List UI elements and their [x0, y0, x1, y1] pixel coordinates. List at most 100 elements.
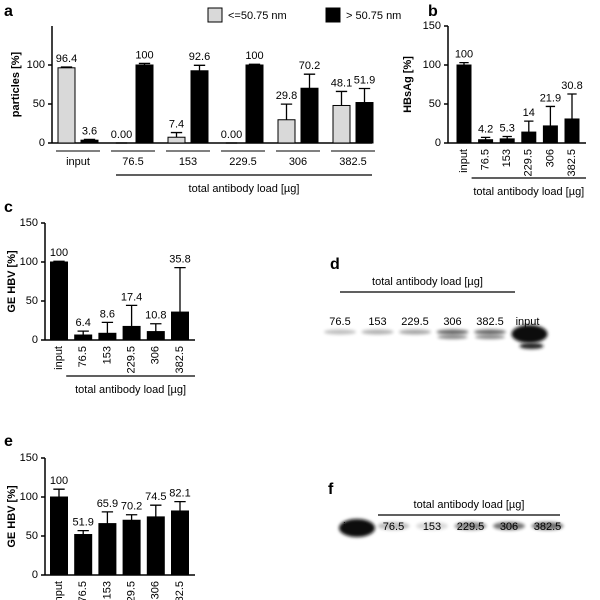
value-label: 30.8 — [561, 80, 582, 92]
value-label: 51.9 — [354, 74, 375, 86]
error-bar — [138, 62, 151, 65]
blot-band — [475, 335, 505, 339]
value-label: 21.9 — [540, 92, 561, 104]
value-label: 70.2 — [299, 60, 320, 72]
legend-swatch — [207, 7, 223, 23]
error-bar — [53, 260, 65, 262]
value-label: 100 — [135, 49, 153, 61]
error-bar — [280, 103, 293, 120]
value-label: 82.1 — [169, 488, 190, 500]
value-label: 14 — [523, 107, 535, 119]
error-bar — [174, 266, 186, 313]
error-bar — [77, 529, 89, 535]
legend-label: <=50.75 nm — [228, 10, 287, 22]
error-bar — [125, 514, 138, 521]
x-tick-label: 229.5 — [229, 156, 257, 168]
x-tick-label: 76.5 — [77, 581, 89, 600]
x-tick-label: 229.5 — [126, 346, 138, 374]
error-bar — [502, 135, 512, 139]
error-bar — [101, 321, 114, 334]
x-tick-label: 153 — [101, 581, 113, 599]
error-bar — [459, 62, 469, 65]
bar — [135, 64, 154, 144]
x-axis-label: total antibody load [µg] — [75, 384, 186, 396]
y-tick-label: 50 — [429, 98, 441, 110]
value-label: 35.8 — [169, 254, 190, 266]
value-label: 100 — [245, 50, 263, 62]
x-tick-label: 153 — [101, 346, 113, 364]
lane-label: input — [516, 316, 540, 328]
y-tick-label: 150 — [423, 20, 441, 32]
y-tick-label: 0 — [39, 137, 45, 149]
x-tick-label: 76.5 — [77, 346, 89, 367]
blot-header: total antibody load [µg] — [372, 276, 483, 288]
bar — [50, 496, 68, 576]
blot-band — [324, 329, 356, 335]
x-tick-label: 382.5 — [339, 156, 367, 168]
y-axis-label: particles [%] — [10, 51, 22, 117]
y-tick-label: 100 — [20, 256, 38, 268]
bar — [355, 102, 374, 144]
y-tick-label: 0 — [435, 137, 441, 149]
blot-band — [437, 335, 468, 339]
bar — [80, 139, 99, 144]
x-tick-label: 76.5 — [122, 156, 143, 168]
x-tick-label: input — [53, 346, 65, 370]
lane-label: 306 — [443, 316, 461, 328]
value-label: 17.4 — [121, 291, 142, 303]
y-tick-label: 0 — [32, 569, 38, 581]
panel-label: e — [4, 433, 13, 450]
value-label: 3.6 — [82, 125, 97, 137]
value-label: 96.4 — [56, 53, 77, 65]
error-bar — [193, 64, 206, 71]
error-bar — [335, 90, 348, 106]
bar — [277, 119, 296, 144]
bar — [478, 139, 494, 144]
bar — [521, 131, 537, 144]
y-tick-label: 150 — [20, 217, 38, 229]
bar — [57, 67, 76, 144]
x-tick-label: 229.5 — [523, 149, 535, 177]
legend-label: > 50.75 nm — [346, 10, 401, 22]
bar — [74, 534, 93, 576]
bar — [171, 510, 189, 576]
value-label: 65.9 — [97, 498, 118, 510]
bar — [300, 87, 319, 144]
error-bar — [174, 500, 186, 511]
x-tick-label: input — [458, 149, 470, 173]
value-label: 4.2 — [478, 123, 493, 135]
error-bar — [60, 66, 73, 68]
value-label: 100 — [455, 49, 473, 61]
x-axis-label: total antibody load [µg] — [473, 186, 584, 198]
value-label: 8.6 — [100, 308, 115, 320]
panel-label: c — [4, 199, 13, 216]
y-axis-label: GE HBV [%] — [6, 250, 18, 313]
bar — [332, 104, 351, 144]
value-label: 92.6 — [189, 51, 210, 63]
error-bar — [303, 73, 316, 89]
blot-band — [361, 329, 394, 335]
error-bar — [567, 93, 577, 119]
value-label: 74.5 — [145, 491, 166, 503]
error-bar — [358, 87, 371, 103]
x-axis-label: total antibody load [µg] — [189, 183, 300, 195]
bar — [456, 64, 472, 144]
bar — [564, 118, 580, 144]
blot-band — [416, 522, 448, 530]
value-label: 48.1 — [331, 77, 352, 89]
bar — [245, 64, 264, 144]
y-tick-label: 50 — [33, 98, 45, 110]
x-tick-label: 306 — [544, 149, 556, 167]
x-tick-label: 229.5 — [126, 581, 138, 600]
bar — [190, 70, 209, 144]
x-tick-label: 306 — [289, 156, 307, 168]
bar — [542, 125, 558, 144]
bar — [171, 311, 189, 341]
bar — [98, 332, 117, 341]
value-label: 29.8 — [276, 90, 297, 102]
bar — [499, 138, 515, 144]
value-label: 6.4 — [76, 317, 91, 329]
x-tick-label: input — [53, 581, 65, 600]
x-tick-label: input — [66, 156, 90, 168]
